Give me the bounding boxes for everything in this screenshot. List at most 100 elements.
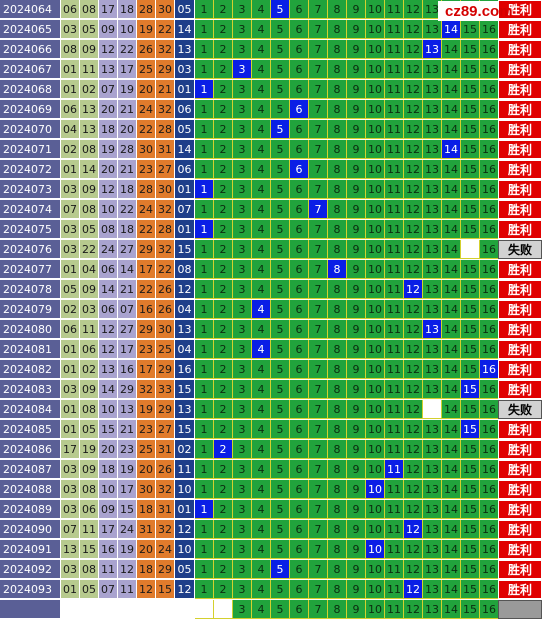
trend-cell: 12 bbox=[404, 200, 423, 219]
trend-cell: 4 bbox=[252, 140, 271, 159]
trend-cell: 3 bbox=[233, 560, 252, 579]
ball-number: 19 bbox=[118, 540, 137, 559]
ball-number: 25 bbox=[156, 340, 175, 359]
trend-cell: 3 bbox=[233, 0, 252, 19]
ball-number: 32 bbox=[156, 240, 175, 259]
issue-number: 2024086 bbox=[0, 440, 61, 459]
trend-empty-cell bbox=[214, 600, 233, 619]
issue-number: 2024070 bbox=[0, 120, 61, 139]
ball-number: 21 bbox=[118, 100, 137, 119]
trend-cell: 2 bbox=[214, 340, 233, 359]
ball-number: 32 bbox=[156, 520, 175, 539]
trend-cell: 5 bbox=[271, 520, 290, 539]
trend-cell: 1 bbox=[195, 460, 214, 479]
trend-cell: 2 bbox=[214, 360, 233, 379]
ball-number: 30 bbox=[137, 140, 156, 159]
trend-cell: 7 bbox=[309, 380, 328, 399]
trend-cell: 11 bbox=[385, 480, 404, 499]
ball-number: 30 bbox=[156, 180, 175, 199]
ball-number: 07 bbox=[61, 520, 80, 539]
trend-cell: 15 bbox=[461, 200, 480, 219]
ball-number: 22 bbox=[137, 220, 156, 239]
trend-cell: 1 bbox=[195, 100, 214, 119]
special-number: 04 bbox=[175, 300, 195, 319]
ball-number: 08 bbox=[80, 0, 99, 19]
ball-number: 05 bbox=[80, 420, 99, 439]
trend-cell: 1 bbox=[195, 60, 214, 79]
trend-cell: 15 bbox=[461, 580, 480, 599]
trend-cell: 13 bbox=[423, 500, 442, 519]
trend-cell: 12 bbox=[404, 0, 423, 19]
trend-cell: 12 bbox=[404, 220, 423, 239]
special-number: 06 bbox=[175, 100, 195, 119]
ball-number: 14 bbox=[99, 380, 118, 399]
issue-number: 2024072 bbox=[0, 160, 61, 179]
trend-cell: 3 bbox=[233, 520, 252, 539]
special-number: 07 bbox=[175, 200, 195, 219]
trend-hit-cell: 12 bbox=[404, 580, 423, 599]
ball-number: 22 bbox=[118, 200, 137, 219]
trend-cell: 5 bbox=[271, 160, 290, 179]
issue-number: 2024073 bbox=[0, 180, 61, 199]
trend-cell: 11 bbox=[385, 0, 404, 19]
trend-cell: 13 bbox=[423, 260, 442, 279]
result-badge: 胜利 bbox=[498, 360, 542, 379]
result-badge: 胜利 bbox=[498, 340, 542, 359]
trend-cell: 16 bbox=[480, 100, 499, 119]
trend-cell: 7 bbox=[309, 20, 328, 39]
trend-cell: 6 bbox=[290, 300, 309, 319]
ball-number: 20 bbox=[99, 440, 118, 459]
trend-cell: 14 bbox=[442, 460, 461, 479]
trend-cell: 5 bbox=[271, 260, 290, 279]
trend-cell: 13 bbox=[423, 480, 442, 499]
trend-hit-cell: 16 bbox=[480, 360, 499, 379]
trend-cell: 13 bbox=[423, 240, 442, 259]
table-row: 2024077 01 04 06 14 17 22 08 1 2 3 4 5 6 7 8 9 10 11 12 13 14… bbox=[0, 260, 542, 280]
trend-hit-cell: 15 bbox=[461, 380, 480, 399]
trend-cell: 2 bbox=[214, 260, 233, 279]
trend-cell: 13 bbox=[423, 540, 442, 559]
result-badge: 胜利 bbox=[498, 60, 542, 79]
trend-cell: 10 bbox=[366, 380, 385, 399]
trend-cell: 13 bbox=[423, 520, 442, 539]
ball-number: 15 bbox=[99, 420, 118, 439]
trend-cell: 11 bbox=[385, 200, 404, 219]
trend-cell: 13 bbox=[423, 80, 442, 99]
trend-cell: 10 bbox=[366, 160, 385, 179]
trend-cell: 13 bbox=[423, 20, 442, 39]
trend-cell: 2 bbox=[214, 400, 233, 419]
trend-cell: 4 bbox=[252, 560, 271, 579]
ball-number: 21 bbox=[118, 420, 137, 439]
ball-number: 29 bbox=[156, 400, 175, 419]
trend-cell: 7 bbox=[309, 420, 328, 439]
trend-cell: 3 bbox=[233, 340, 252, 359]
trend-cell: 15 bbox=[461, 220, 480, 239]
ball-number: 19 bbox=[137, 400, 156, 419]
trend-cell: 6 bbox=[290, 340, 309, 359]
ball-number: 11 bbox=[99, 560, 118, 579]
ball-number: 24 bbox=[99, 240, 118, 259]
forecast-cell: 14 bbox=[442, 600, 461, 619]
site-logo[interactable]: cz89.com bbox=[438, 1, 513, 21]
table-row: 2024069 06 13 20 21 24 32 06 1 2 3 4 5 6 7 8 9 10 11 12 13 14… bbox=[0, 100, 542, 120]
trend-cell: 16 bbox=[480, 460, 499, 479]
ball-empty bbox=[156, 600, 175, 619]
trend-cell: 10 bbox=[366, 300, 385, 319]
ball-number: 17 bbox=[118, 340, 137, 359]
trend-cell: 6 bbox=[290, 540, 309, 559]
trend-cell: 16 bbox=[480, 40, 499, 59]
ball-number: 02 bbox=[80, 360, 99, 379]
forecast-cell: 11 bbox=[385, 600, 404, 619]
trend-cell: 4 bbox=[252, 200, 271, 219]
trend-cell: 16 bbox=[480, 380, 499, 399]
special-number: 05 bbox=[175, 120, 195, 139]
trend-cell: 2 bbox=[214, 20, 233, 39]
issue-number: 2024083 bbox=[0, 380, 61, 399]
trend-cell: 11 bbox=[385, 320, 404, 339]
trend-cell: 2 bbox=[214, 460, 233, 479]
trend-cell: 14 bbox=[442, 60, 461, 79]
trend-cell: 4 bbox=[252, 220, 271, 239]
ball-number: 06 bbox=[61, 0, 80, 19]
trend-hit-cell: 13 bbox=[423, 40, 442, 59]
special-number: 13 bbox=[175, 400, 195, 419]
